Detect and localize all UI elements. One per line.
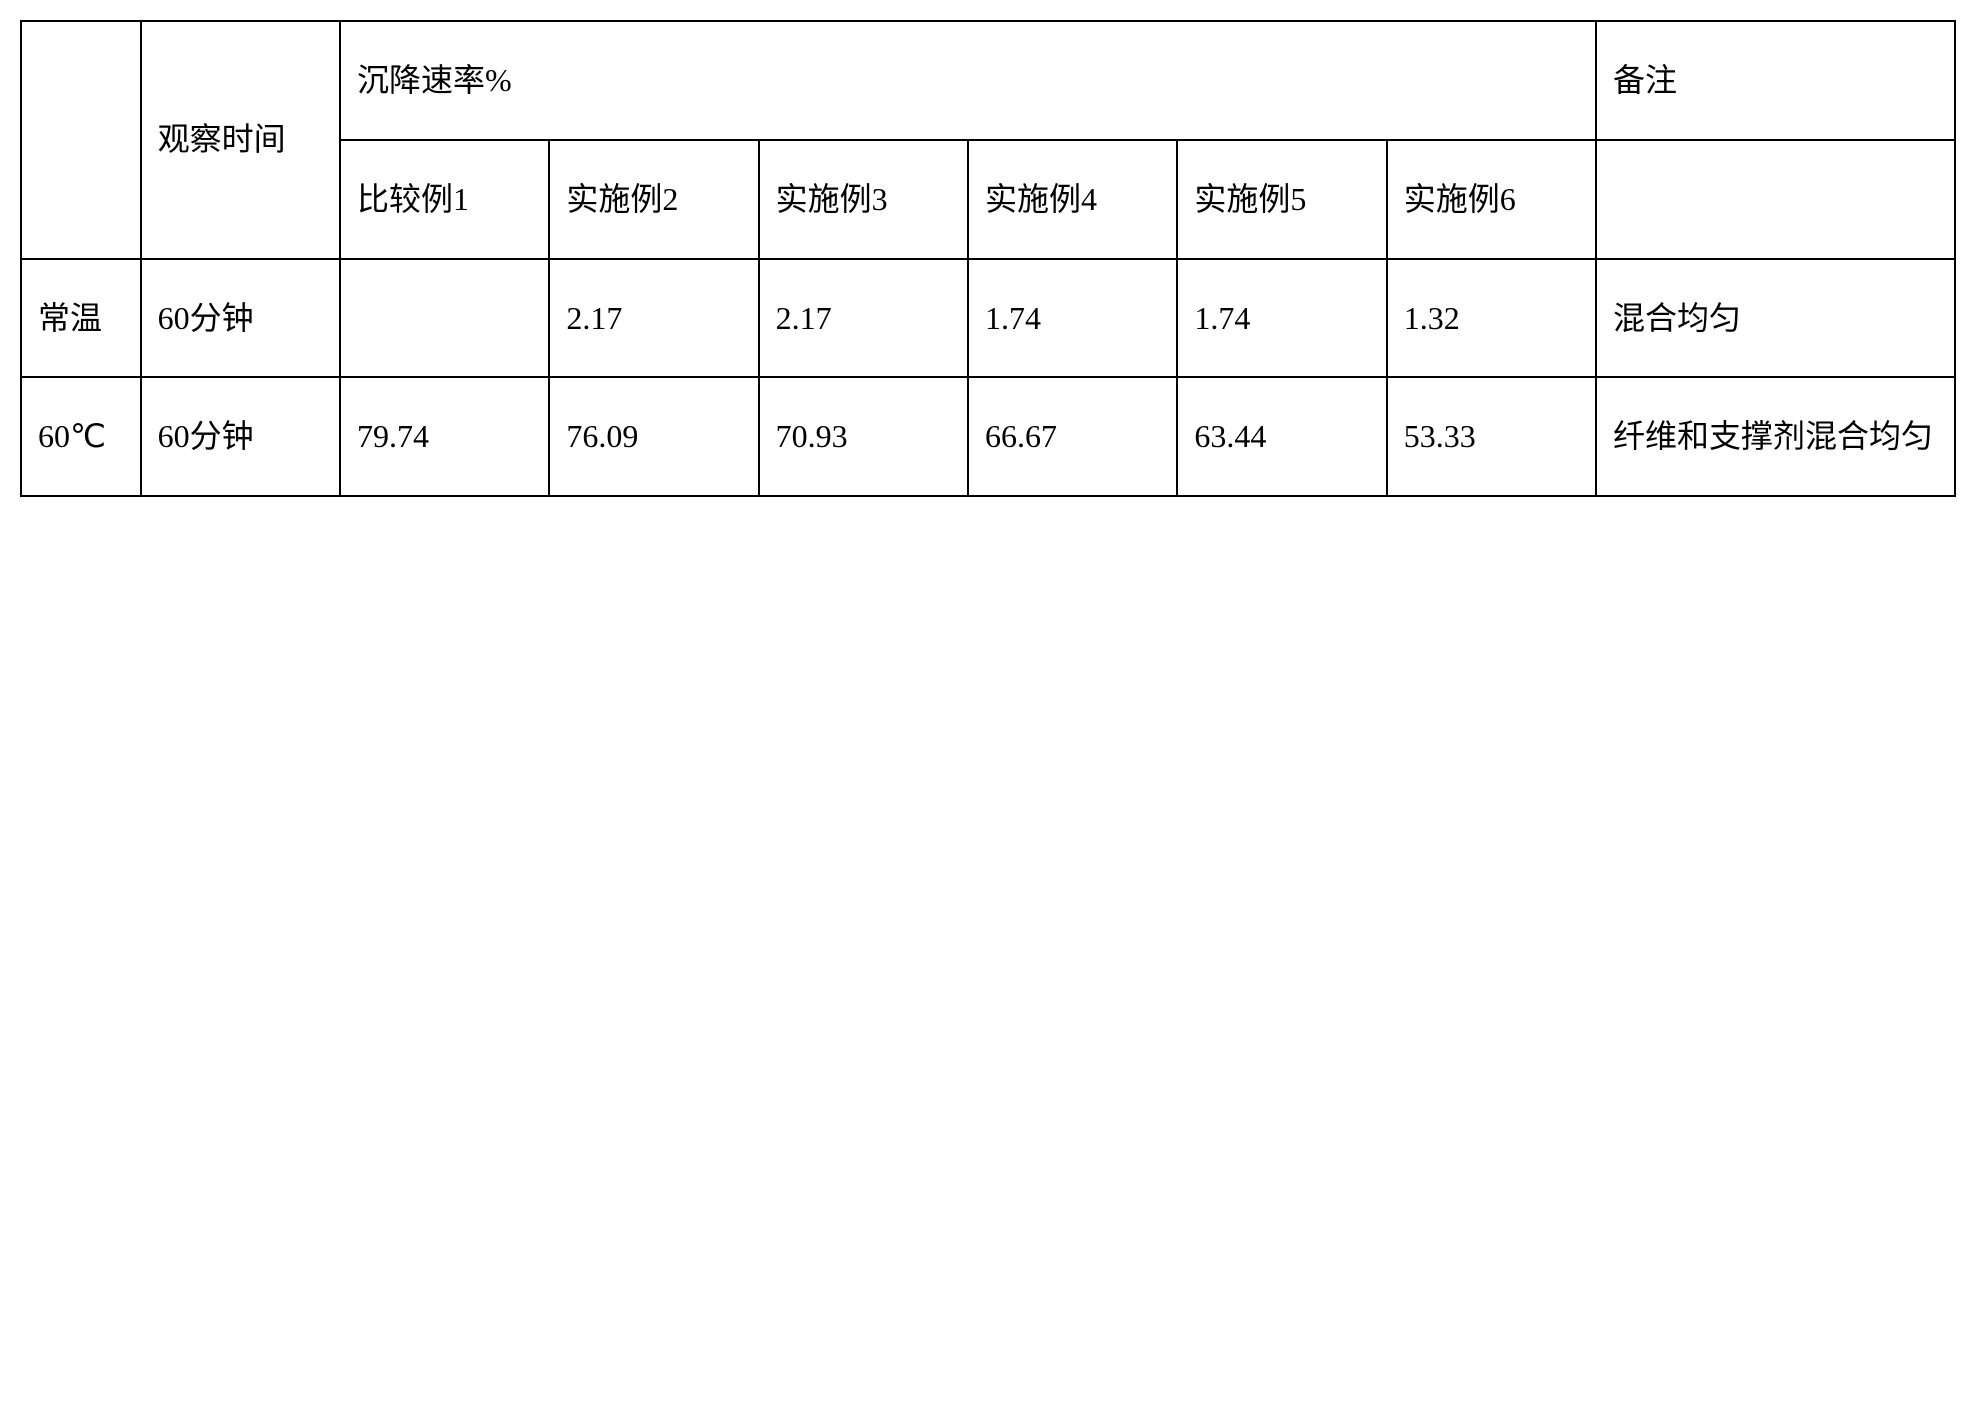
cell-v5-2: 63.44 — [1177, 377, 1386, 496]
header-col4: 实施例4 — [968, 140, 1177, 259]
header-settling-rate: 沉降速率% — [340, 21, 1596, 140]
header-col1: 比较例1 — [340, 140, 549, 259]
header-observation-time: 观察时间 — [141, 21, 340, 259]
cell-v1-1 — [340, 259, 549, 378]
cell-v6-2: 53.33 — [1387, 377, 1596, 496]
cell-temp-2: 60℃ — [21, 377, 141, 496]
data-table: 观察时间 沉降速率% 备注 比较例1 实施例2 实施例3 实施例4 实施例5 实… — [20, 20, 1956, 497]
cell-time-1: 60分钟 — [141, 259, 340, 378]
header-col2: 实施例2 — [549, 140, 758, 259]
cell-v4-2: 66.67 — [968, 377, 1177, 496]
header-notes-sub — [1596, 140, 1955, 259]
cell-v5-1: 1.74 — [1177, 259, 1386, 378]
header-col3: 实施例3 — [759, 140, 968, 259]
cell-v3-1: 2.17 — [759, 259, 968, 378]
cell-v2-2: 76.09 — [549, 377, 758, 496]
data-row-1: 常温 60分钟 2.17 2.17 1.74 1.74 1.32 混合均匀 — [21, 259, 1955, 378]
cell-v3-2: 70.93 — [759, 377, 968, 496]
cell-time-2: 60分钟 — [141, 377, 340, 496]
header-col6: 实施例6 — [1387, 140, 1596, 259]
cell-v6-1: 1.32 — [1387, 259, 1596, 378]
cell-v4-1: 1.74 — [968, 259, 1177, 378]
cell-notes-2: 纤维和支撑剂混合均匀 — [1596, 377, 1955, 496]
data-row-2: 60℃ 60分钟 79.74 76.09 70.93 66.67 63.44 5… — [21, 377, 1955, 496]
cell-v1-2: 79.74 — [340, 377, 549, 496]
header-blank — [21, 21, 141, 259]
header-col5: 实施例5 — [1177, 140, 1386, 259]
cell-notes-1: 混合均匀 — [1596, 259, 1955, 378]
cell-temp-1: 常温 — [21, 259, 141, 378]
header-notes: 备注 — [1596, 21, 1955, 140]
cell-v2-1: 2.17 — [549, 259, 758, 378]
header-row-1: 观察时间 沉降速率% 备注 — [21, 21, 1955, 140]
